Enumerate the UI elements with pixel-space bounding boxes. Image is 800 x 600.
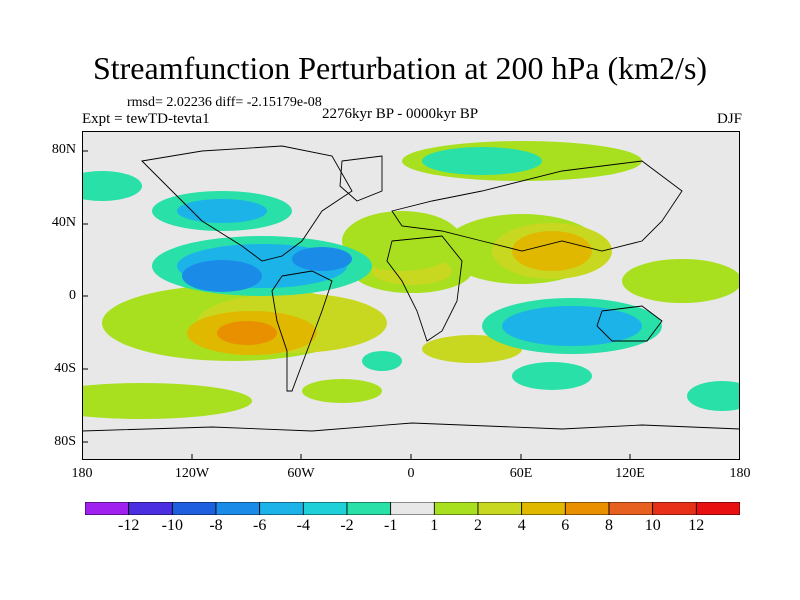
siberia-teal-blob: [422, 147, 542, 175]
coastlines: [82, 145, 740, 432]
east-pacific-blue-blob: [182, 260, 262, 292]
y-tick-label: 80S: [54, 434, 76, 449]
colorbar-swatch: [695, 502, 740, 515]
colorbar-swatch: [477, 502, 523, 515]
colorbar-label: 1: [430, 517, 439, 534]
colorbar-label: -10: [161, 517, 183, 534]
colorbar: [85, 502, 740, 515]
map-plot-area: [82, 131, 740, 460]
colorbar-swatch: [390, 502, 435, 515]
x-tick-label: 180: [71, 466, 93, 481]
south-atlantic-teal-blob: [362, 351, 402, 371]
colorbar-swatch: [608, 502, 654, 515]
colorbar-swatch: [433, 502, 479, 515]
colorbar-label: -2: [340, 517, 354, 534]
y-tick-label: 0: [69, 288, 76, 303]
colorbar-label: -12: [118, 517, 140, 534]
colorbar-label: 12: [688, 517, 705, 534]
south-pacific-teal-blob: [687, 381, 740, 411]
colorbar-swatch: [302, 502, 348, 515]
southern-indian-teal-blob: [512, 362, 592, 390]
colorbar-swatch: [128, 502, 173, 515]
north-america-cyan-blob: [177, 199, 267, 223]
experiment-label: Expt = tewTD-tevta1: [82, 111, 210, 127]
colorbar-swatch: [521, 502, 566, 515]
caribbean-blue-blob: [292, 247, 352, 271]
x-tick-label: 120E: [615, 466, 645, 481]
asia-orange-blob: [512, 231, 592, 271]
y-tick-label: 40N: [51, 215, 76, 230]
colorbar-label: 10: [644, 517, 661, 534]
period-label: 2276kyr BP - 0000kyr BP: [322, 106, 479, 122]
colorbar-label: 4: [517, 517, 526, 534]
x-tick-label: 60W: [287, 466, 315, 481]
stats-text: rmsd= 2.02236 diff= -2.15179e-08: [127, 95, 322, 110]
europe-green-blob: [342, 211, 462, 271]
indian-ocean-cyan-blob: [502, 306, 642, 346]
colorbar-label: -8: [209, 517, 223, 534]
y-tick-label: 40S: [54, 361, 76, 376]
x-tick-label: 120W: [174, 466, 210, 481]
colorbar-label: -1: [384, 517, 398, 534]
colorbar-swatch: [259, 502, 304, 515]
colorbar-label: 6: [561, 517, 570, 534]
colorbar-swatch: [564, 502, 610, 515]
colorbar-swatch: [215, 502, 261, 515]
southern-ocean-green-blob: [82, 383, 252, 419]
colorbar-label: -6: [253, 517, 267, 534]
colorbar-swatch: [346, 502, 392, 515]
south-atlantic-green-blob: [302, 379, 382, 403]
colorbar-swatch: [652, 502, 697, 515]
west-pacific-green-blob: [622, 259, 740, 303]
y-tick-label: 80N: [51, 142, 76, 157]
colorbar-swatch: [171, 502, 217, 515]
south-africa-yellow-blob: [422, 335, 522, 363]
south-america-peak-blob: [217, 321, 277, 345]
season-label: DJF: [716, 111, 742, 127]
colorbar-swatch: [85, 502, 130, 515]
colorbar-label: 2: [474, 517, 482, 534]
x-tick-label: 60E: [509, 466, 533, 481]
bering-teal-blob: [82, 171, 142, 201]
x-tick-label: 0: [407, 466, 415, 481]
colorbar-label: 8: [605, 517, 613, 534]
axis-ticks: [82, 150, 631, 460]
x-tick-label: 180: [729, 466, 751, 481]
colorbar-label: -4: [296, 517, 310, 534]
plot-title: Streamfunction Perturbation at 200 hPa (…: [92, 50, 708, 86]
